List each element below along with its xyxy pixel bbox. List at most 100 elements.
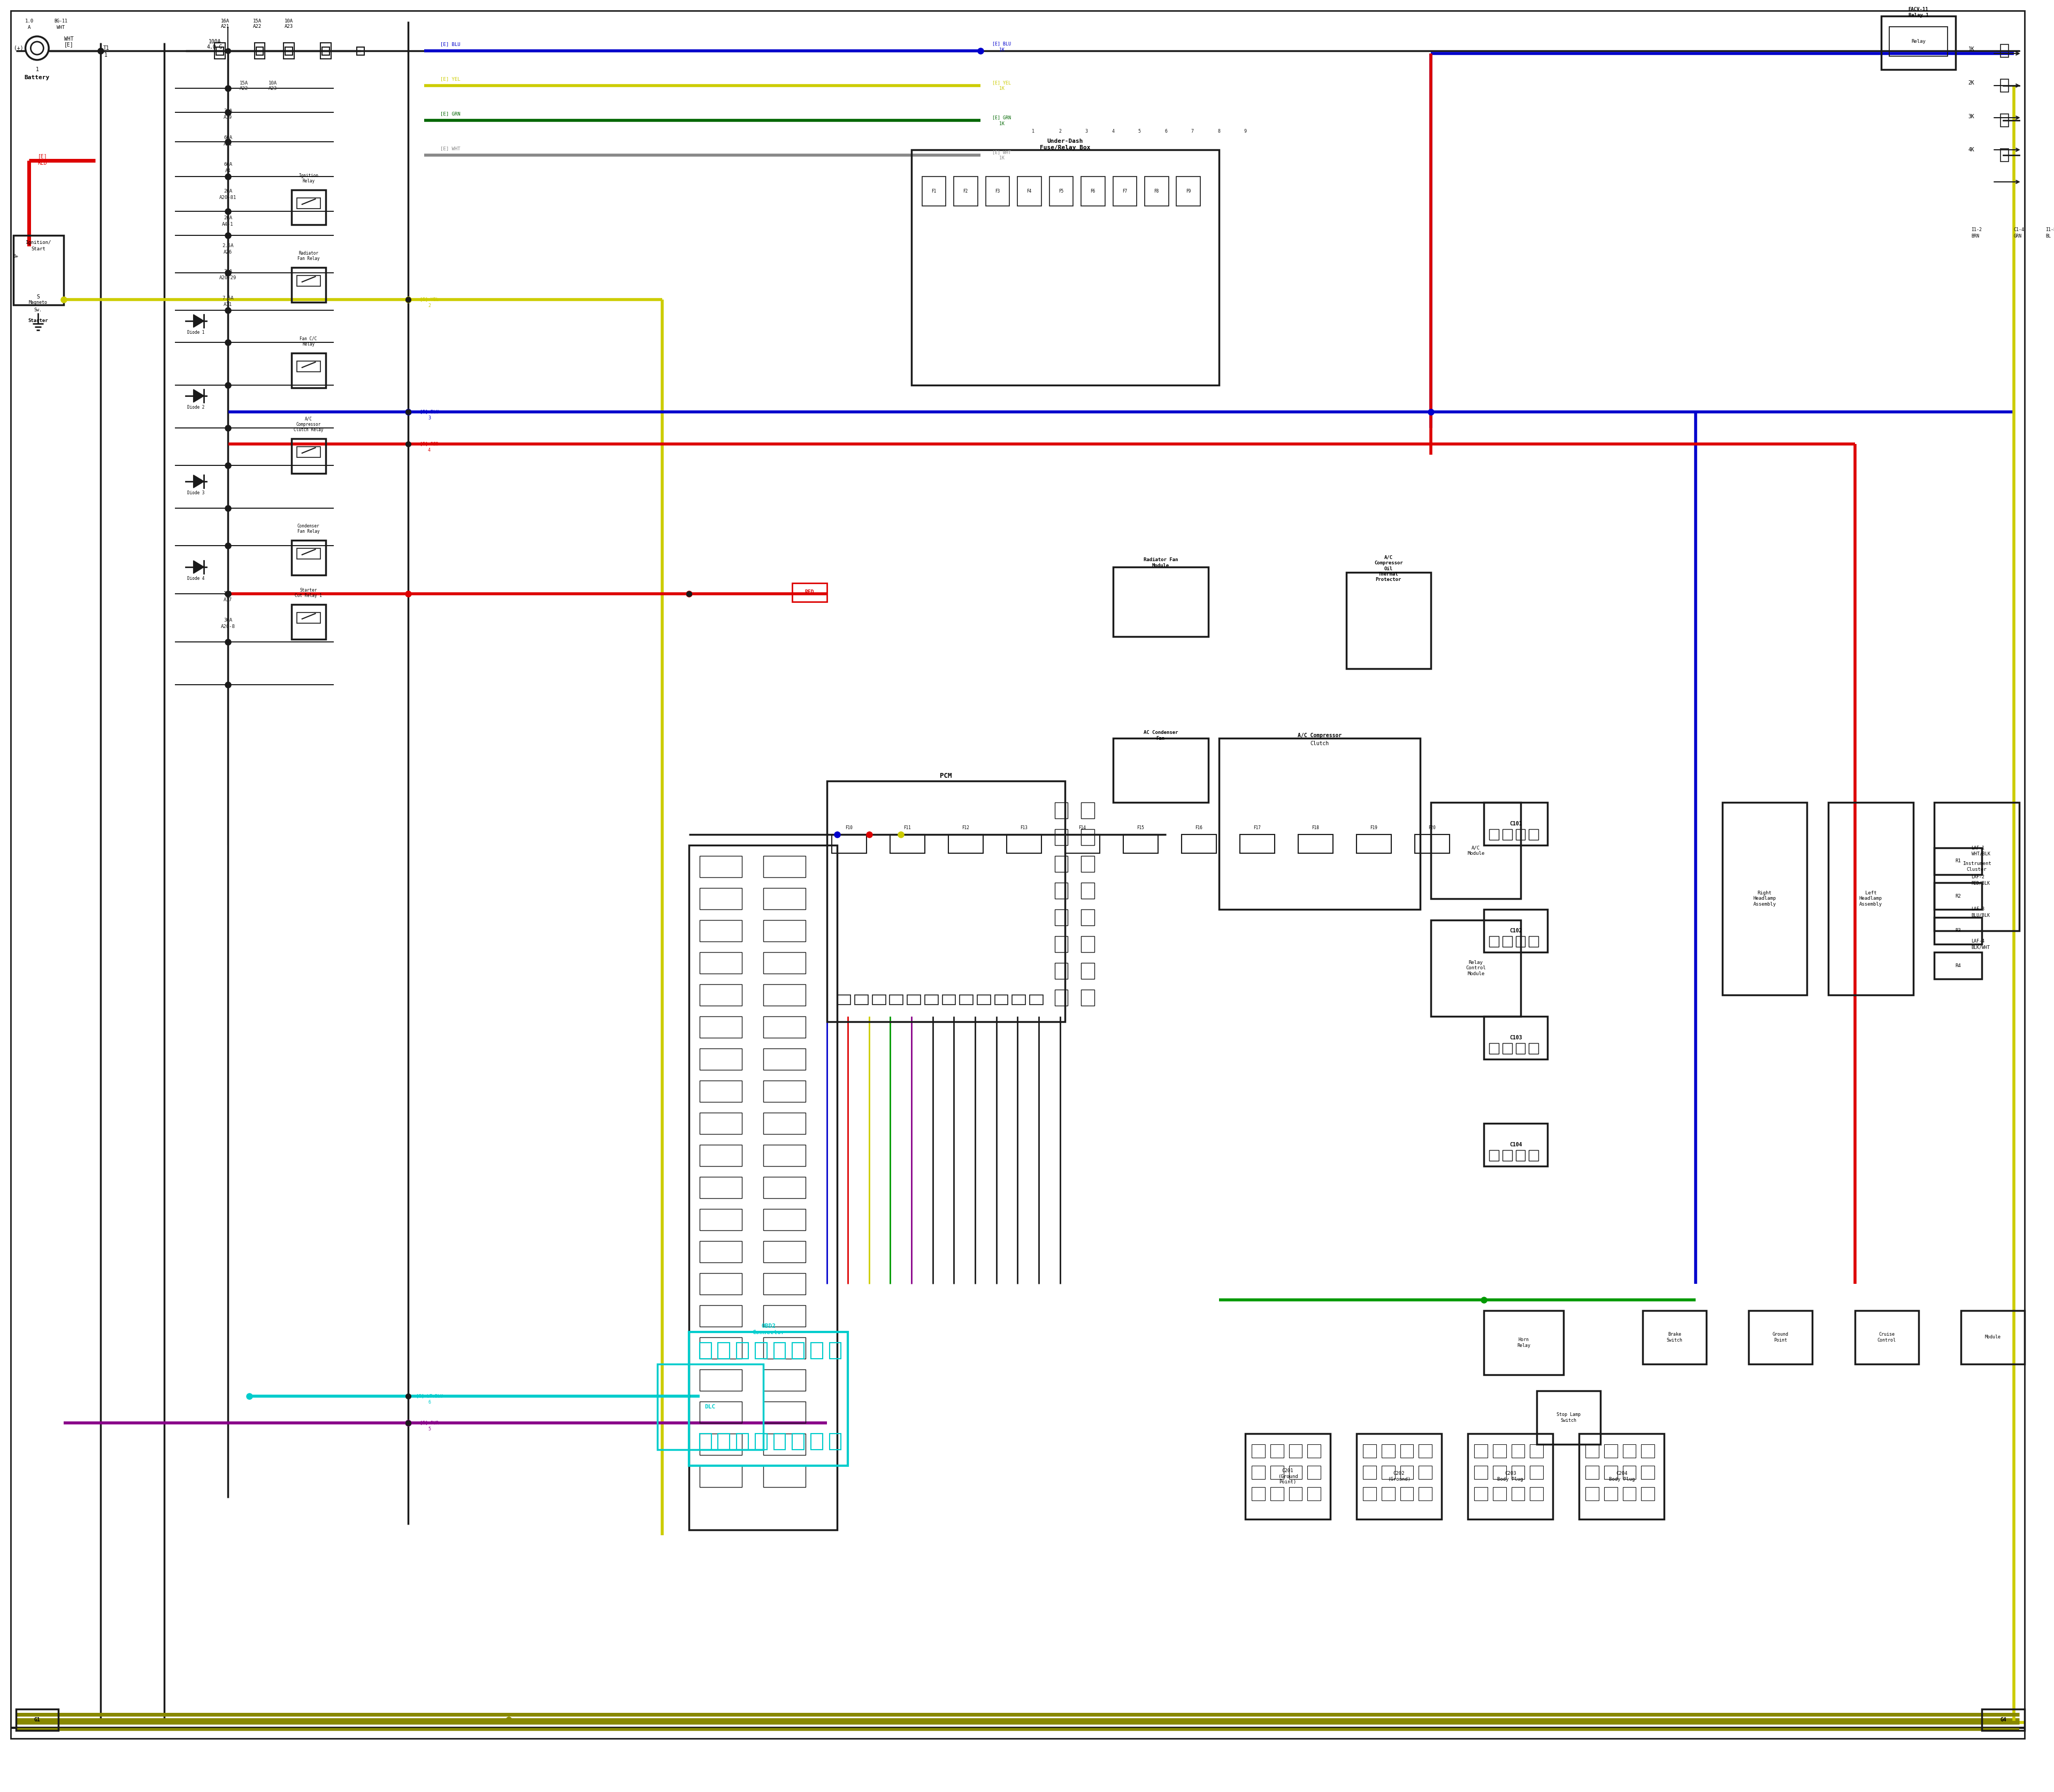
Bar (1432, 919, 1520, 1016)
Bar (764, 1272, 805, 1294)
Bar (1308, 1487, 1321, 1500)
Text: [E] WHT: [E] WHT (440, 147, 460, 151)
Bar (286, 47, 292, 56)
Bar (1054, 857, 1068, 873)
Bar (1080, 935, 1095, 952)
Text: Horn
Relay: Horn Relay (1518, 1337, 1530, 1348)
Text: WHT/BLK: WHT/BLK (1972, 851, 1990, 857)
Text: Relay
Control
Module: Relay Control Module (1467, 961, 1485, 977)
Bar (1419, 1487, 1432, 1500)
Bar (1493, 1487, 1506, 1500)
Text: [E] BLU: [E] BLU (440, 41, 460, 47)
Bar (700, 889, 741, 909)
Bar (719, 1342, 729, 1358)
Bar (1530, 1466, 1543, 1478)
Bar (756, 1434, 766, 1450)
Text: A20-29: A20-29 (220, 276, 236, 280)
Bar (826, 781, 1066, 1021)
Text: 15A: 15A (240, 81, 249, 86)
Text: [E] WHT: [E] WHT (992, 151, 1011, 154)
Text: [E] RED: [E] RED (419, 441, 440, 446)
Bar (700, 1369, 741, 1391)
Bar (1530, 1487, 1543, 1500)
Text: RED: RED (37, 161, 47, 167)
Bar (764, 952, 805, 973)
Text: A21: A21 (224, 142, 232, 147)
Text: [E]: [E] (37, 154, 47, 159)
Bar (700, 1145, 741, 1167)
Bar (1308, 1444, 1321, 1457)
Bar (1501, 1150, 1512, 1161)
Bar (1054, 883, 1068, 898)
Bar (793, 1342, 803, 1358)
Bar (1855, 1310, 1918, 1364)
Text: [E] LT.BLU: [E] LT.BLU (415, 1394, 442, 1398)
Text: Clutch: Clutch (1310, 740, 1329, 745)
Text: C201
(Ground
Point): C201 (Ground Point) (1278, 1468, 1298, 1484)
Bar (764, 1081, 805, 1102)
Bar (1080, 989, 1095, 1005)
Text: [E] GRN: [E] GRN (992, 115, 1011, 120)
Text: 1: 1 (35, 66, 39, 72)
Text: A20-81: A20-81 (220, 195, 236, 199)
Bar (1641, 1444, 1656, 1457)
Bar (1536, 1391, 1600, 1444)
Bar (1641, 1466, 1656, 1478)
Bar (1604, 1444, 1616, 1457)
Bar (1080, 830, 1095, 846)
Bar (1364, 1466, 1376, 1478)
Text: DLC: DLC (705, 1405, 715, 1410)
Bar (1623, 1487, 1635, 1500)
Text: I1-8: I1-8 (2046, 228, 2054, 233)
Bar (700, 984, 741, 1005)
Bar (292, 604, 327, 640)
Bar (1489, 1150, 1499, 1161)
Bar (1469, 1434, 1553, 1520)
Bar (764, 919, 805, 941)
Bar (1501, 935, 1512, 946)
Bar (1604, 1466, 1616, 1478)
Bar (756, 1342, 766, 1358)
Text: BLK/WHT: BLK/WHT (1972, 944, 1990, 950)
Bar (1006, 835, 1041, 853)
Text: 20A: 20A (224, 190, 232, 194)
Text: A/C
Module: A/C Module (1467, 846, 1485, 857)
Text: 30A: 30A (224, 618, 232, 624)
Bar (1415, 835, 1450, 853)
Bar (764, 1048, 805, 1070)
Text: R4: R4 (1955, 962, 1962, 968)
Bar (296, 197, 320, 208)
Bar (320, 43, 331, 59)
Bar (1364, 1444, 1376, 1457)
Text: AC Condenser
Fan: AC Condenser Fan (1144, 731, 1177, 740)
Bar (908, 995, 920, 1005)
Text: A4: A4 (226, 168, 230, 174)
Bar (700, 1048, 741, 1070)
Bar (1586, 1466, 1598, 1478)
Text: F3: F3 (994, 188, 1000, 194)
Text: Radiator
Fan Relay: Radiator Fan Relay (298, 251, 320, 262)
Text: A26: A26 (224, 249, 232, 254)
Bar (873, 995, 885, 1005)
Bar (1528, 935, 1538, 946)
Text: 10A: 10A (269, 81, 277, 86)
Text: BG-11: BG-11 (53, 20, 68, 23)
Text: 2: 2 (1058, 129, 1062, 133)
Bar (2001, 115, 2009, 127)
Bar (12, 235, 64, 305)
Bar (719, 1434, 729, 1450)
Bar (1419, 1466, 1432, 1478)
Text: GRN: GRN (2013, 233, 2021, 238)
Bar (1512, 1487, 1524, 1500)
Bar (2001, 149, 2009, 161)
Bar (700, 1305, 741, 1326)
Bar (830, 1434, 840, 1450)
Bar (700, 1466, 741, 1487)
Bar (1512, 1444, 1524, 1457)
Bar (296, 360, 320, 371)
Text: EACV-11
Relay 1: EACV-11 Relay 1 (1908, 7, 1929, 18)
Text: C104: C104 (1510, 1142, 1522, 1147)
Text: [E] YEL: [E] YEL (992, 81, 1011, 86)
Text: BL: BL (2046, 233, 2052, 238)
Bar (700, 1081, 741, 1102)
